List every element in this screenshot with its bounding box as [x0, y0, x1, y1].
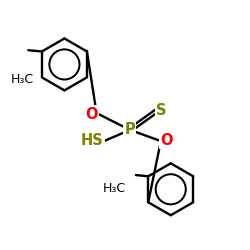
Text: O: O [85, 106, 98, 122]
Text: H₃C: H₃C [102, 182, 126, 194]
Text: S: S [156, 104, 166, 118]
Text: O: O [160, 132, 172, 148]
Text: HS: HS [81, 132, 104, 148]
Text: P: P [124, 122, 135, 138]
Text: H₃C: H₃C [11, 73, 34, 86]
